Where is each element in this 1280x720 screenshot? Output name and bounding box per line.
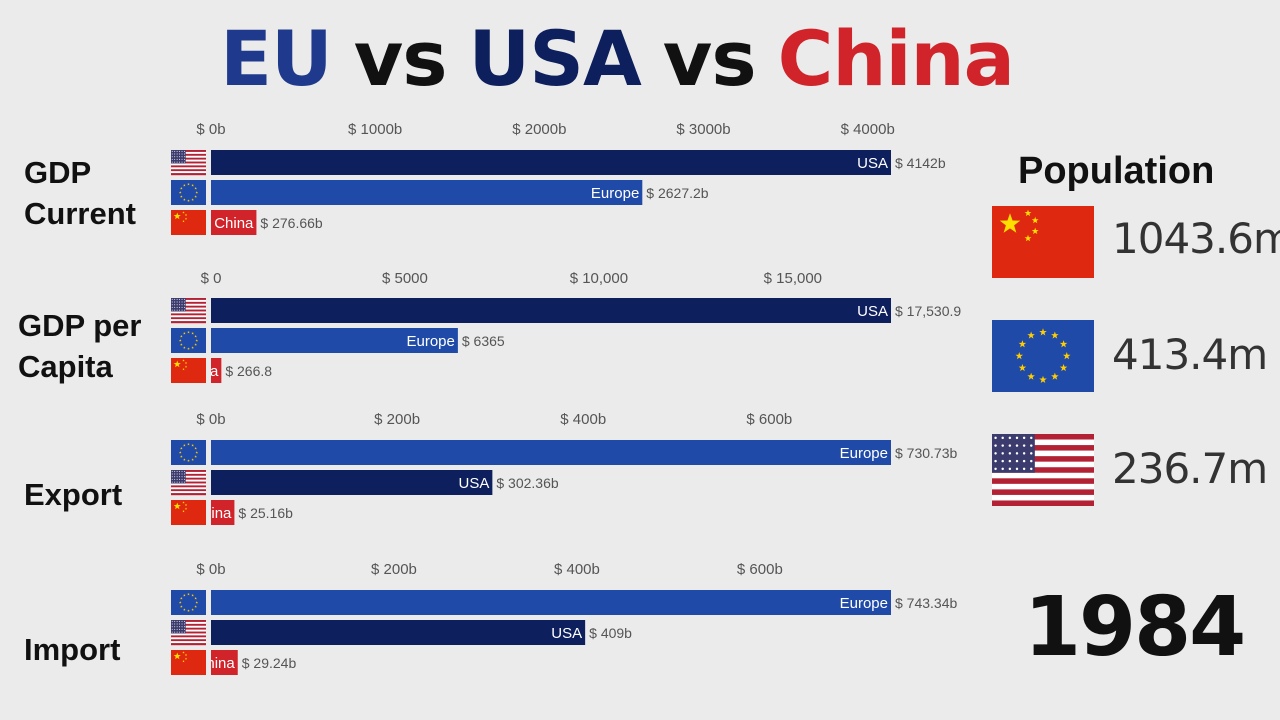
bar-europe bbox=[211, 328, 458, 353]
europe-flag-icon bbox=[171, 180, 206, 205]
title-usa: USA bbox=[468, 14, 642, 103]
value-label: $ 276.66b bbox=[260, 215, 322, 231]
title-vs-2: vs bbox=[662, 14, 757, 103]
value-label: $ 17,530.9 bbox=[895, 303, 961, 319]
usa-flag-icon bbox=[992, 434, 1094, 506]
chart-title: EU vs USA vs China bbox=[0, 14, 1234, 103]
value-label: $ 29.24b bbox=[242, 655, 297, 671]
value-label: $ 2627.2b bbox=[646, 185, 708, 201]
metric-label-line: GDP bbox=[24, 155, 92, 190]
tick-label: $ 400b bbox=[560, 411, 606, 428]
metric-label-line: Current bbox=[24, 196, 136, 231]
title-china: China bbox=[777, 14, 1015, 103]
tick-label: $ 4000b bbox=[841, 121, 895, 138]
tick-label: $ 200b bbox=[371, 561, 417, 578]
metric-label-gdp-per-capita: GDP per Capita bbox=[18, 305, 141, 387]
value-label: $ 4142b bbox=[895, 155, 946, 171]
metric-label-line: Export bbox=[24, 477, 123, 512]
usa-flag-icon bbox=[171, 620, 206, 646]
bar-label: China bbox=[214, 215, 254, 232]
value-label: $ 409b bbox=[589, 625, 632, 641]
tick-label: $ 0b bbox=[196, 121, 225, 138]
bar-label: a bbox=[210, 363, 219, 380]
tick-label: $ 0b bbox=[196, 561, 225, 578]
bar-usa bbox=[211, 470, 493, 495]
bar-label: USA bbox=[857, 303, 888, 320]
metric-label-line: Capita bbox=[18, 349, 113, 384]
metric-label-import: Import bbox=[24, 629, 120, 670]
bar-china bbox=[211, 500, 235, 525]
tick-label: $ 1000b bbox=[348, 121, 402, 138]
population-china-value: 1043.6m bbox=[1112, 214, 1280, 263]
value-label: $ 25.16b bbox=[238, 505, 293, 521]
year-label: 1984 bbox=[1024, 580, 1246, 675]
bar-label: Europe bbox=[591, 185, 639, 202]
bar-label: Europe bbox=[407, 333, 455, 350]
bar-usa bbox=[211, 298, 891, 323]
bar-label: Europe bbox=[840, 595, 888, 612]
bar-label: hina bbox=[206, 655, 235, 672]
bar-china bbox=[211, 650, 238, 675]
value-label: $ 743.34b bbox=[895, 595, 957, 611]
bar-usa bbox=[211, 620, 586, 645]
bar-charts: $ 0b $ 1000b $ 2000b $ 3000b $ 4000b USA $ 414… bbox=[171, 121, 961, 675]
metric-label-gdp-current: GDP Current bbox=[24, 152, 136, 234]
bar-label: USA bbox=[459, 475, 490, 492]
bar-china bbox=[211, 210, 257, 235]
bar-label: USA bbox=[857, 155, 888, 172]
tick-label: $ 10,000 bbox=[570, 270, 628, 287]
bar-europe bbox=[211, 590, 891, 615]
metric-label-line: GDP per bbox=[18, 308, 142, 343]
bar-usa bbox=[211, 150, 891, 175]
europe-flag-icon bbox=[171, 590, 206, 615]
bar-europe bbox=[211, 440, 891, 465]
title-eu: EU bbox=[220, 14, 333, 103]
china-flag-icon bbox=[992, 206, 1094, 278]
tick-label: $ 0 bbox=[201, 270, 222, 287]
metric-label-export: Export bbox=[24, 474, 122, 515]
tick-label: $ 400b bbox=[554, 561, 600, 578]
value-label: $ 302.36b bbox=[496, 475, 558, 491]
china-flag-icon bbox=[171, 358, 206, 383]
tick-label: $ 200b bbox=[374, 411, 420, 428]
eu-flag-icon bbox=[992, 320, 1094, 392]
population-title: Population bbox=[1018, 150, 1215, 192]
bar-label: ina bbox=[211, 505, 232, 522]
metric-label-line: Import bbox=[24, 632, 121, 667]
title-vs-1: vs bbox=[353, 14, 448, 103]
tick-label: $ 0b bbox=[196, 411, 225, 428]
value-label: $ 266.8 bbox=[225, 363, 272, 379]
tick-label: $ 3000b bbox=[676, 121, 730, 138]
tick-label: $ 600b bbox=[746, 411, 792, 428]
bar-china bbox=[211, 358, 222, 383]
bar-label: Europe bbox=[840, 445, 888, 462]
tick-label: $ 15,000 bbox=[764, 270, 822, 287]
value-label: $ 6365 bbox=[462, 333, 505, 349]
population-usa-value: 236.7m bbox=[1112, 444, 1268, 493]
europe-flag-icon bbox=[171, 440, 206, 465]
bar-label: USA bbox=[551, 625, 582, 642]
china-flag-icon bbox=[171, 650, 206, 675]
usa-flag-icon bbox=[171, 150, 206, 176]
china-flag-icon bbox=[171, 500, 206, 525]
value-label: $ 730.73b bbox=[895, 445, 957, 461]
europe-flag-icon bbox=[171, 328, 206, 353]
tick-label: $ 2000b bbox=[512, 121, 566, 138]
usa-flag-icon bbox=[171, 298, 206, 324]
tick-label: $ 600b bbox=[737, 561, 783, 578]
tick-label: $ 5000 bbox=[382, 270, 428, 287]
population-europe-value: 413.4m bbox=[1112, 330, 1268, 379]
usa-flag-icon bbox=[171, 470, 206, 496]
china-flag-icon bbox=[171, 210, 206, 235]
bar-europe bbox=[211, 180, 643, 205]
